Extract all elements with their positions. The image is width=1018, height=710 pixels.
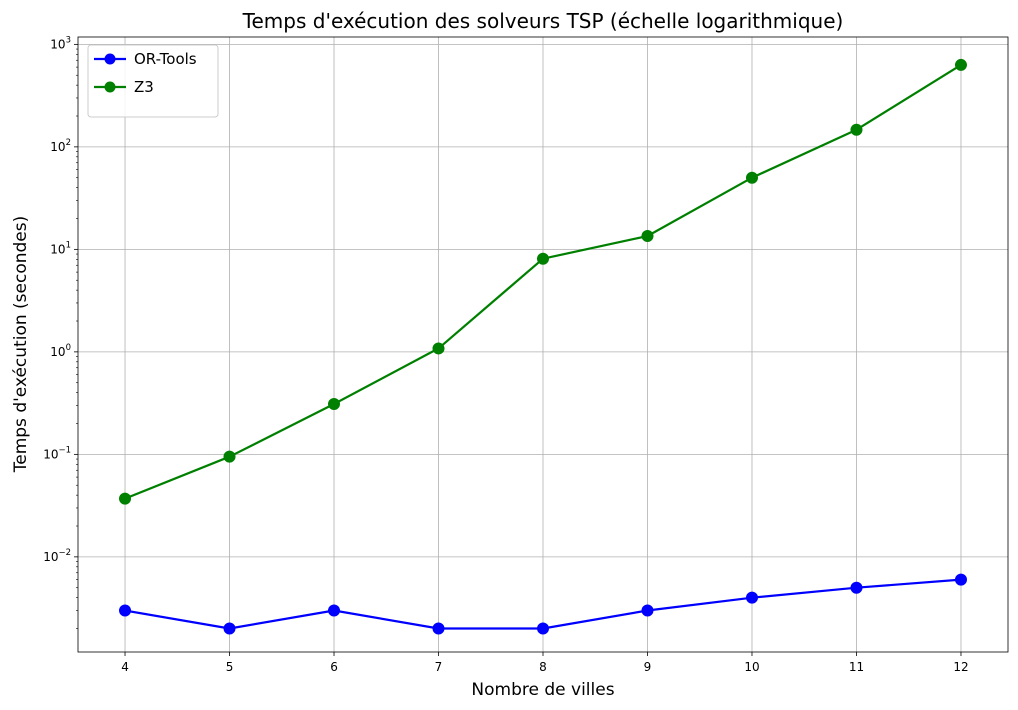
- data-point: [223, 622, 236, 635]
- data-point: [537, 252, 549, 265]
- chart-title: Temps d'exécution des solveurs TSP (éche…: [242, 9, 844, 33]
- x-tick-label: 12: [953, 660, 968, 674]
- data-point: [641, 604, 654, 617]
- data-point: [537, 622, 549, 635]
- x-tick-label: 5: [226, 660, 234, 674]
- legend-label: OR-Tools: [134, 50, 197, 68]
- data-point: [745, 171, 758, 184]
- data-point: [954, 573, 967, 586]
- x-tick-label: 8: [539, 660, 547, 674]
- data-point: [432, 622, 445, 635]
- data-point: [745, 591, 758, 604]
- data-point: [641, 230, 654, 243]
- plot-area: 4 5 6 7 8 9 10 11 1210−210−1100101102103OR-Tools…: [43, 35, 1009, 674]
- data-point: [328, 604, 341, 617]
- x-tick-label: 9: [644, 660, 652, 674]
- x-tick-label: 7: [435, 660, 443, 674]
- data-point: [850, 123, 863, 136]
- legend-label: Z3: [134, 78, 154, 96]
- x-tick-label: 4: [121, 660, 129, 674]
- legend-swatch-marker: [104, 81, 116, 93]
- legend-swatch-marker: [104, 53, 116, 65]
- data-point: [850, 581, 863, 594]
- axes-frame: [77, 36, 1009, 653]
- x-tick-label: 11: [849, 660, 864, 674]
- data-point: [954, 58, 967, 71]
- data-point: [119, 604, 132, 617]
- data-point: [328, 398, 341, 411]
- x-axis-label: Nombre de villes: [471, 680, 614, 700]
- legend: OR-Tools Z3: [87, 44, 219, 118]
- data-point: [223, 450, 236, 463]
- x-tick-label: 6: [330, 660, 338, 674]
- data-point: [119, 492, 132, 505]
- x-tick-label: 10: [744, 660, 759, 674]
- data-point: [432, 342, 445, 355]
- y-axis-label: Temps d'exécution (secondes): [11, 216, 31, 474]
- legend-box: [87, 44, 219, 118]
